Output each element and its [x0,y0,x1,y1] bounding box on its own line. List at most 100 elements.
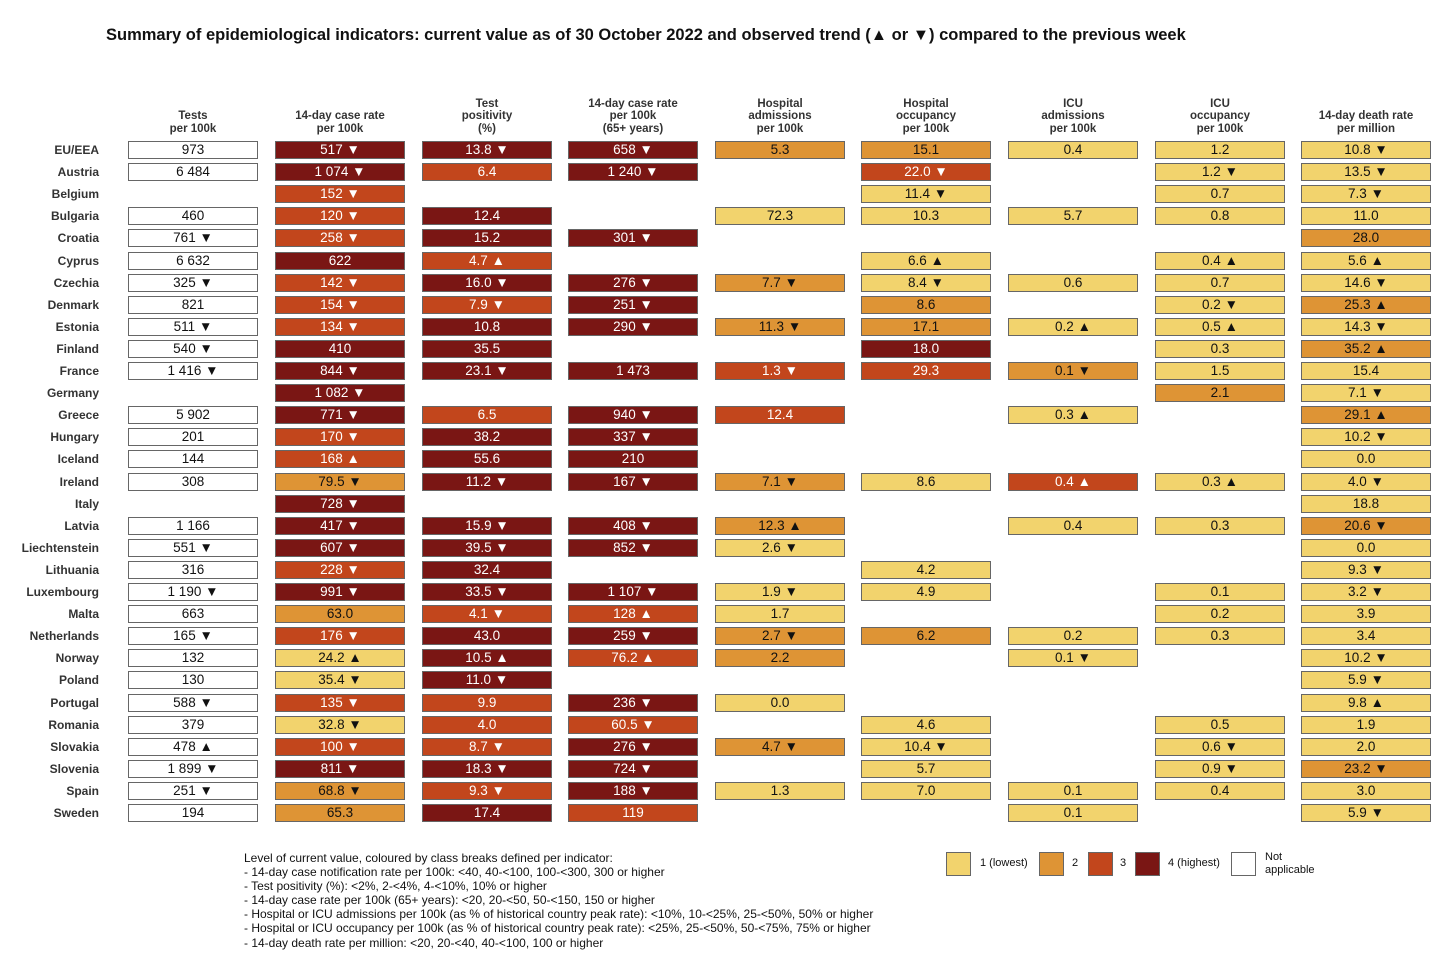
table-cell: 1 899 ▼ [128,759,258,778]
table-cell: 1 416 ▼ [128,362,258,380]
table-cell: 4.6 [861,715,991,734]
table-cell: 0.6 [1008,273,1138,292]
table-cell: 0.4 ▲ [1008,472,1138,491]
table-cell: 12.4 [422,207,552,226]
table-cell: 29.1 ▲ [1301,406,1431,425]
table-cell: 135 ▼ [275,693,405,712]
table-cell: 20.6 ▼ [1301,516,1431,535]
legend-label: Not applicable [1265,851,1315,876]
table-cell: 14.6 ▼ [1301,273,1431,292]
table-cell: 100 ▼ [275,737,405,756]
row-label: Belgium [51,187,99,202]
chart-title: Summary of epidemiological indicators: c… [106,26,1186,44]
table-cell: 517 ▼ [275,141,405,159]
table-cell: 63.0 [275,605,405,624]
table-cell: 0.3 [1155,339,1285,358]
table-cell: 3.2 ▼ [1301,583,1431,601]
table-cell: 1 166 [128,516,258,535]
column-header: ICU admissions per 100k [1041,97,1105,135]
table-cell: 10.4 ▼ [861,737,991,756]
row-label: Latvia [64,518,99,533]
table-cell: 251 ▼ [568,295,698,314]
table-cell: 9.9 [422,693,552,712]
row-label: Liechtenstein [21,540,99,555]
table-cell: 0.1 [1008,781,1138,800]
table-cell: 7.9 ▼ [422,295,552,314]
table-cell: 478 ▲ [128,737,258,756]
table-cell: 167 ▼ [568,472,698,491]
table-cell: 4.0 ▼ [1301,472,1431,491]
table-cell: 811 ▼ [275,759,405,778]
table-cell: 940 ▼ [568,406,698,425]
table-cell: 6.2 [861,627,991,646]
table-cell: 844 ▼ [275,362,405,380]
table-cell: 0.8 [1155,207,1285,226]
row-label: Greece [58,408,99,423]
table-cell: 276 ▼ [568,273,698,292]
table-cell: 120 ▼ [275,207,405,226]
table-cell: 622 [275,251,405,270]
table-cell: 8.6 [861,295,991,314]
table-cell: 1.3 [715,781,845,800]
table-cell: 55.6 [422,450,552,469]
table-cell: 194 [128,804,258,822]
row-label: Slovenia [49,761,99,776]
table-cell: 32.8 ▼ [275,715,405,734]
column-header: Hospital admissions per 100k [748,97,812,135]
table-cell: 761 ▼ [128,229,258,248]
row-label: Portugal [50,695,99,710]
table-cell: 1 107 ▼ [568,583,698,601]
column-header: 14-day case rate per 100k [295,110,385,135]
table-cell: 35.5 [422,339,552,358]
table-cell: 23.1 ▼ [422,362,552,380]
table-cell: 60.5 ▼ [568,715,698,734]
table-cell: 2.2 [715,649,845,668]
table-cell: 0.2 [1155,605,1285,624]
table-cell: 39.5 ▼ [422,538,552,557]
table-cell: 4.9 [861,583,991,601]
table-cell: 144 [128,450,258,469]
table-cell: 663 [128,605,258,624]
table-cell: 15.2 [422,229,552,248]
table-cell: 5 902 [128,406,258,425]
table-cell: 35.4 ▼ [275,671,405,690]
table-cell: 176 ▼ [275,627,405,646]
table-cell: 130 [128,671,258,690]
table-cell: 276 ▼ [568,737,698,756]
table-cell: 6.4 [422,163,552,182]
table-cell: 551 ▼ [128,538,258,557]
table-cell: 17.4 [422,804,552,822]
table-cell: 511 ▼ [128,317,258,336]
table-cell: 35.2 ▲ [1301,339,1431,358]
row-label: Slovakia [50,739,99,754]
table-cell: 228 ▼ [275,560,405,579]
row-label: Croatia [57,231,99,246]
legend-label: 3 [1120,857,1127,869]
table-cell: 38.2 [422,428,552,447]
table-cell: 18.0 [861,339,991,358]
table-cell: 0.5 ▲ [1155,317,1285,336]
table-cell: 11.4 ▼ [861,185,991,204]
row-label: Estonia [55,319,99,334]
table-cell: 7.7 ▼ [715,273,845,292]
table-cell: 0.4 [1008,141,1138,159]
table-cell: 852 ▼ [568,538,698,557]
legend-label: 2 [1072,857,1079,869]
table-cell: 0.5 [1155,715,1285,734]
table-cell: 1 240 ▼ [568,163,698,182]
table-cell: 76.2 ▲ [568,649,698,668]
table-cell: 11.0 ▼ [422,671,552,690]
legend-swatch [1088,852,1113,876]
table-cell: 10.5 ▲ [422,649,552,668]
row-label: France [59,364,99,378]
table-cell: 10.2 ▼ [1301,649,1431,668]
table-cell: 128 ▲ [568,605,698,624]
table-cell: 79.5 ▼ [275,472,405,491]
table-cell: 0.0 [715,693,845,712]
table-cell: 1.9 [1301,715,1431,734]
table-cell: 2.0 [1301,737,1431,756]
column-header: Tests per 100k [169,110,217,135]
column-header: Test positivity (%) [461,97,513,135]
table-cell: 0.1 [1008,804,1138,822]
table-cell: 68.8 ▼ [275,781,405,800]
